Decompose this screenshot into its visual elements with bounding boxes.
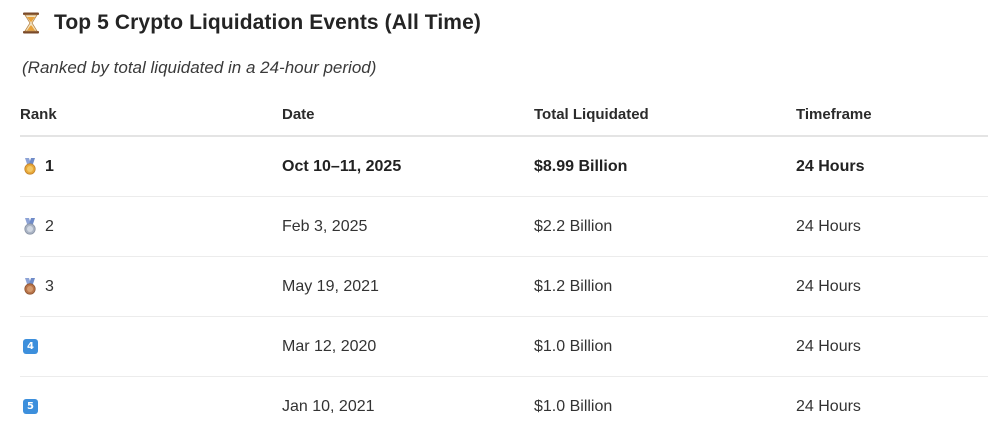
rank-cell: 3	[20, 256, 282, 317]
rank-number: 2	[45, 217, 54, 235]
date-cell: May 19, 2021	[282, 256, 534, 317]
timeframe-cell: 24 Hours	[796, 136, 988, 197]
gold-medal-icon	[24, 158, 36, 175]
column-header-rank: Rank	[20, 93, 282, 137]
date-cell: Mar 12, 2020	[282, 316, 534, 377]
date-cell: Jan 10, 2021	[282, 397, 375, 415]
column-header-total-liquidated: Total Liquidated	[534, 93, 796, 137]
timeframe-cell: 24 Hours	[796, 316, 988, 377]
table-row: 1 Oct 10–11, 2025 $8.99 Billion 24 Hours	[20, 136, 988, 197]
bronze-medal-icon	[24, 278, 36, 295]
silver-medal-icon	[24, 218, 36, 235]
column-header-timeframe: Timeframe	[796, 93, 988, 137]
keycap-5-icon: 5	[23, 399, 38, 414]
rank-number: 1	[45, 157, 54, 175]
rank-cell: 4	[20, 316, 282, 377]
liquidation-table: Rank Date Total Liquidated Timeframe 1 O…	[20, 93, 988, 436]
date-cell: Oct 10–11, 2025	[282, 136, 534, 197]
hourglass-icon	[23, 12, 39, 34]
table-row: 5 Jan 10, 2021 $1.0 Billion 24 Hours	[20, 377, 988, 437]
total-liquidated-cell: $2.2 Billion	[534, 196, 796, 257]
table-row: 4 Mar 12, 2020 $1.0 Billion 24 Hours	[20, 316, 988, 377]
page-subtitle: (Ranked by total liquidated in a 24-hour…	[22, 58, 377, 77]
table-row: 3 May 19, 2021 $1.2 Billion 24 Hours	[20, 256, 988, 317]
table-header-row: Rank Date Total Liquidated Timeframe	[20, 93, 988, 137]
keycap-4-icon: 4	[23, 339, 38, 354]
table-row: 2 Feb 3, 2025 $2.2 Billion 24 Hours	[20, 196, 988, 257]
timeframe-cell: 24 Hours	[796, 256, 988, 317]
date-cell: Feb 3, 2025	[282, 196, 534, 257]
rank-number: 3	[45, 277, 54, 295]
total-liquidated-cell: $1.0 Billion	[534, 316, 796, 377]
timeframe-cell: 24 Hours	[796, 397, 861, 415]
rank-cell: 5	[20, 377, 282, 437]
column-header-date: Date	[282, 93, 534, 137]
timeframe-cell: 24 Hours	[796, 196, 988, 257]
rank-cell: 2	[20, 196, 282, 257]
page-title: Top 5 Crypto Liquidation Events (All Tim…	[54, 11, 481, 34]
total-liquidated-cell: $8.99 Billion	[534, 136, 796, 197]
total-liquidated-cell: $1.2 Billion	[534, 256, 796, 317]
total-liquidated-cell: $1.0 Billion	[534, 397, 613, 415]
rank-cell: 1	[20, 136, 282, 197]
page-header: Top 5 Crypto Liquidation Events (All Tim…	[22, 8, 481, 38]
